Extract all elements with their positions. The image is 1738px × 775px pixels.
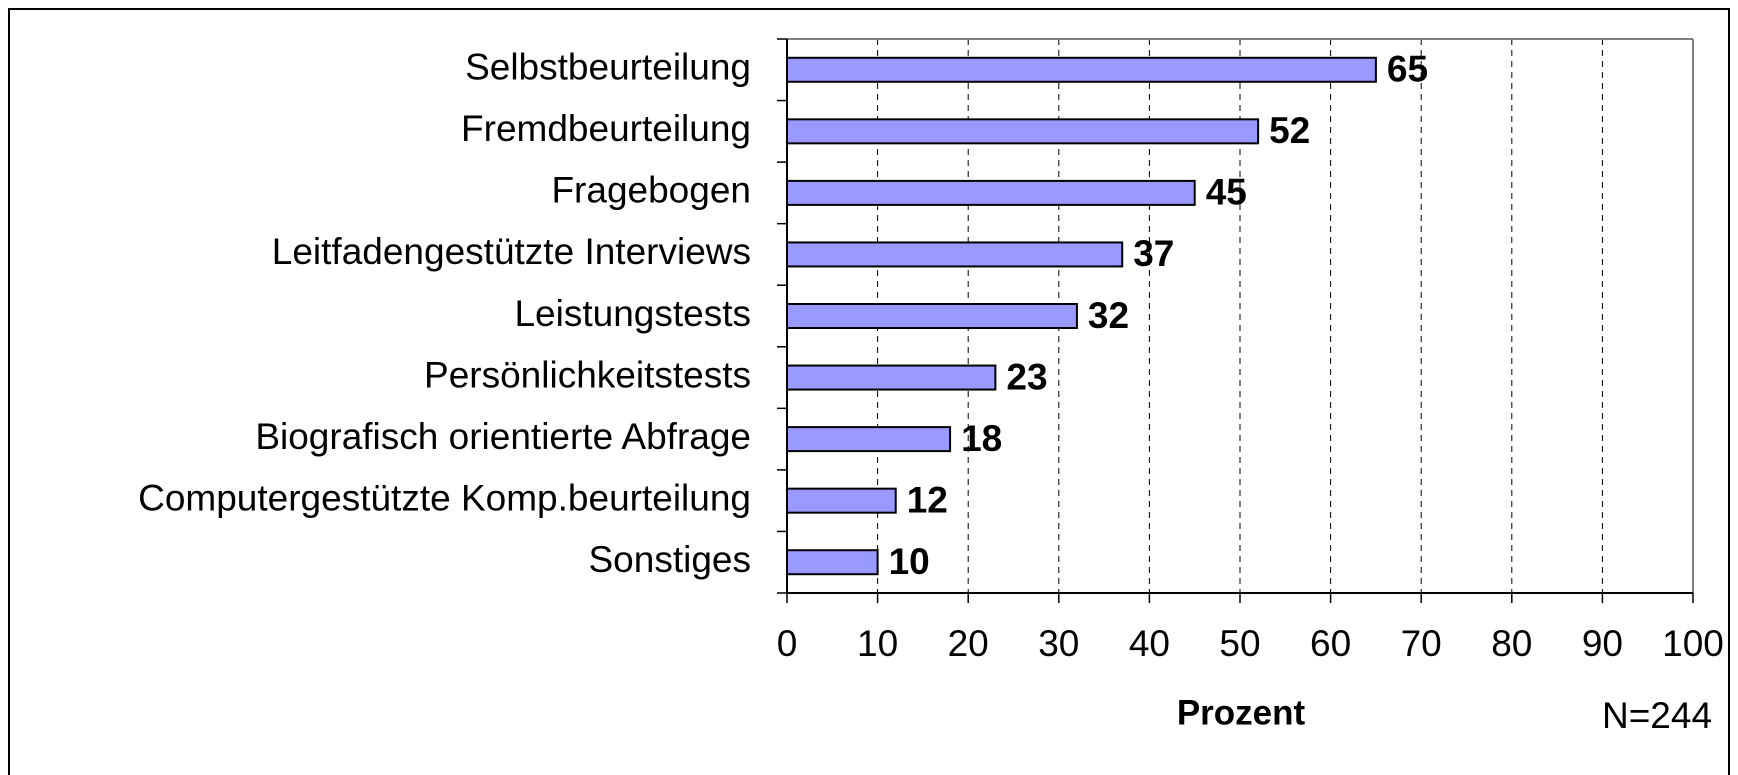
y-tick-label: Leistungstests bbox=[514, 293, 751, 334]
data-label: 45 bbox=[1206, 172, 1247, 213]
bar bbox=[786, 56, 1377, 83]
data-label: 65 bbox=[1387, 49, 1428, 90]
annotation: N=244 bbox=[1602, 695, 1712, 736]
data-label: 18 bbox=[961, 418, 1002, 459]
bar bbox=[786, 179, 1196, 206]
x-tick-label: 30 bbox=[1038, 623, 1079, 664]
y-tick-label: Leitfadengestützte Interviews bbox=[272, 231, 751, 272]
x-tick-label: 70 bbox=[1401, 623, 1442, 664]
data-label: 32 bbox=[1088, 295, 1129, 336]
x-tick-label: 60 bbox=[1310, 623, 1351, 664]
y-tick-label: Biografisch orientierte Abfrage bbox=[255, 416, 751, 457]
x-tick-label: 80 bbox=[1491, 623, 1532, 664]
y-tick-label: Fremdbeurteilung bbox=[461, 108, 751, 149]
data-label: 37 bbox=[1133, 233, 1174, 274]
x-tick-label: 100 bbox=[1662, 623, 1724, 664]
data-label: 23 bbox=[1006, 356, 1047, 397]
chart-border bbox=[8, 8, 1730, 775]
x-tick-label: 20 bbox=[948, 623, 989, 664]
bar bbox=[786, 549, 879, 576]
x-tick-label: 0 bbox=[777, 623, 798, 664]
y-tick-label: Sonstiges bbox=[589, 539, 752, 580]
x-tick-label: 50 bbox=[1219, 623, 1260, 664]
y-tick-label: Fragebogen bbox=[551, 170, 751, 211]
data-label: 10 bbox=[889, 541, 930, 582]
y-tick-label: Persönlichkeitstests bbox=[424, 354, 751, 395]
y-tick-label: Computergestützte Komp.beurteilung bbox=[138, 477, 751, 518]
data-label: 52 bbox=[1269, 110, 1310, 151]
x-axis-label: Prozent bbox=[1177, 693, 1306, 732]
bar bbox=[786, 364, 997, 391]
bar bbox=[786, 426, 952, 453]
y-tick-label: Selbstbeurteilung bbox=[465, 47, 751, 88]
bar bbox=[786, 241, 1124, 268]
x-tick-label: 90 bbox=[1582, 623, 1623, 664]
data-label: 12 bbox=[907, 479, 948, 520]
bar bbox=[786, 487, 897, 514]
x-tick-label: 10 bbox=[857, 623, 898, 664]
bar bbox=[786, 303, 1078, 329]
bar bbox=[786, 118, 1260, 145]
x-tick-label: 40 bbox=[1129, 623, 1170, 664]
